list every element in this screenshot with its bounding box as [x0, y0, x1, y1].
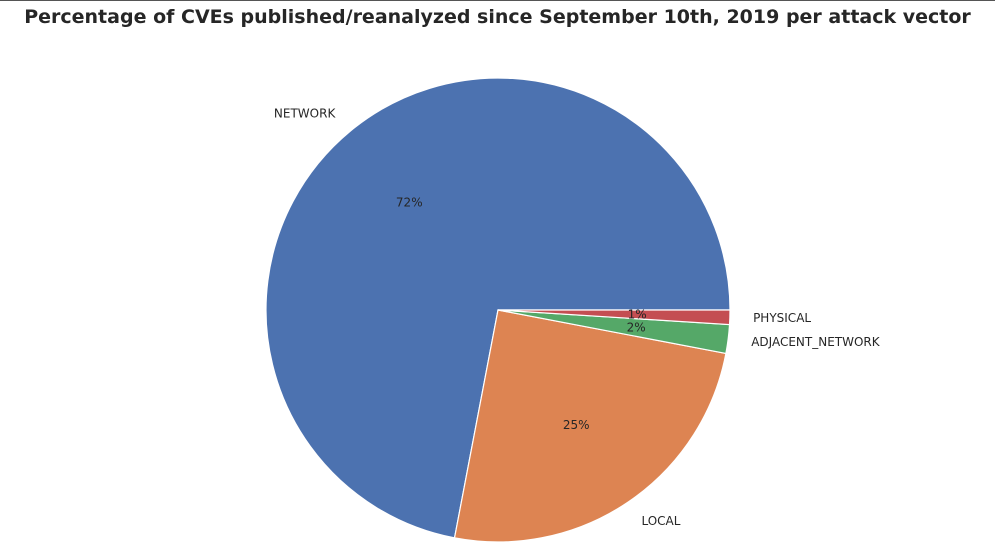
slice-percent-local: 25%	[563, 418, 590, 432]
slice-label-network: NETWORK	[274, 106, 337, 120]
slice-label-local: LOCAL	[641, 514, 680, 528]
pie-slice-physical	[497, 309, 731, 326]
slice-percent-physical: 1%	[628, 307, 647, 321]
slice-percent-adjacent-network: 2%	[627, 320, 646, 334]
pie-slice-local	[453, 309, 727, 543]
pie-slice-network	[265, 77, 731, 539]
slice-label-adjacent-network: ADJACENT_NETWORK	[751, 335, 881, 349]
pie-slices	[265, 77, 731, 543]
pie-labels: NETWORK 72% LOCAL 25% ADJACENT_NETWORK 2% PHYS…	[274, 106, 881, 528]
slice-label-physical: PHYSICAL	[753, 311, 811, 325]
slice-percent-network: 72%	[396, 196, 423, 210]
top-border	[0, 0, 995, 1]
chart-title: Percentage of CVEs published/reanalyzed …	[24, 6, 971, 28]
